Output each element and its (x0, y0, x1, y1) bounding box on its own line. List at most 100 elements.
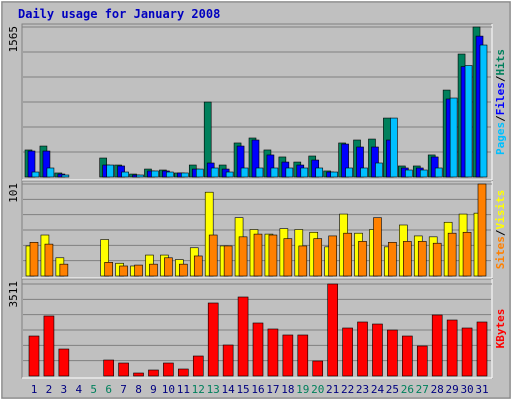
bar (164, 257, 173, 277)
bar (388, 241, 397, 277)
bar (195, 168, 204, 178)
x-tick-label: 27 (416, 383, 429, 396)
bar (356, 146, 364, 178)
bar (225, 171, 234, 178)
bar (447, 232, 457, 277)
bar (431, 314, 443, 377)
bar (345, 167, 353, 178)
bar (223, 245, 233, 277)
bar (476, 321, 488, 377)
x-tick-label: 2 (46, 383, 53, 396)
bar (178, 368, 189, 377)
bar (29, 241, 39, 277)
x-tick-label: 15 (236, 383, 249, 396)
bar (163, 362, 174, 377)
bar (434, 167, 443, 178)
bar (373, 217, 382, 277)
x-tick-label: 7 (120, 383, 127, 396)
bar (240, 167, 249, 178)
x-tick-label: 13 (207, 383, 220, 396)
legend-separator: / (494, 115, 507, 122)
bar (417, 241, 427, 277)
bar (268, 234, 278, 277)
x-tick-label: 11 (177, 383, 190, 396)
bar (327, 283, 338, 377)
bar (166, 171, 174, 178)
legend-entry: Visits (494, 190, 507, 230)
x-tick-label: 22 (341, 383, 354, 396)
x-tick-label: 25 (386, 383, 399, 396)
bar (192, 355, 204, 377)
bar (462, 231, 472, 277)
bar (312, 360, 324, 377)
bar (28, 335, 40, 377)
legend-entry: Files (494, 82, 507, 115)
bar (313, 238, 323, 277)
x-tick-label: 29 (446, 383, 459, 396)
bar (61, 174, 70, 178)
bar (477, 183, 487, 277)
legend: KBytes (494, 309, 507, 349)
bar (360, 167, 368, 178)
bar (133, 372, 144, 377)
bar (253, 233, 263, 277)
bar (119, 265, 128, 277)
bar (342, 327, 353, 377)
bar (270, 167, 279, 178)
legend-separator: / (494, 229, 507, 236)
bar (208, 234, 218, 277)
bar (283, 238, 293, 277)
bar (298, 245, 308, 277)
bar (357, 321, 368, 377)
x-tick-label: 5 (90, 383, 97, 396)
x-tick-label: 31 (475, 383, 488, 396)
x-tick-label: 1 (31, 383, 38, 396)
x-tick-label: 12 (192, 383, 205, 396)
bar (419, 169, 428, 178)
bar (103, 359, 114, 377)
bar (266, 154, 275, 178)
bar (193, 255, 203, 277)
legend-entry: KBytes (494, 309, 507, 349)
y-tick-label: 1565 (7, 26, 20, 53)
bar (432, 242, 442, 277)
bar (343, 232, 352, 277)
bar (148, 369, 159, 377)
x-tick-label: 18 (281, 383, 294, 396)
x-tick-label: 28 (431, 383, 444, 396)
bar (251, 139, 260, 178)
bar (267, 328, 279, 377)
x-tick-label: 4 (75, 383, 82, 396)
legend-entry: Sites (494, 236, 507, 269)
y-tick-label: 101 (7, 183, 20, 203)
bar (179, 263, 188, 277)
x-tick-label: 6 (105, 383, 112, 396)
bar (236, 145, 245, 178)
bar (297, 334, 309, 377)
bar (238, 236, 248, 277)
x-tick-label: 20 (311, 383, 324, 396)
bar (328, 235, 337, 277)
bar (446, 319, 458, 377)
legend-separator: / (494, 75, 507, 82)
legend-entry: Pages (494, 122, 507, 155)
bar (371, 146, 379, 178)
bar (403, 241, 412, 277)
bar (300, 167, 309, 178)
x-tick-label: 10 (162, 383, 175, 396)
bar (416, 345, 428, 377)
bar (358, 241, 367, 277)
bar (375, 162, 383, 178)
bar (118, 362, 129, 377)
bar (59, 263, 69, 277)
x-tick-label: 30 (460, 383, 473, 396)
bar (255, 167, 264, 178)
chart-title: Daily usage for January 2008 (18, 7, 220, 21)
bar (58, 348, 70, 377)
bar (402, 335, 413, 377)
bar (282, 334, 294, 377)
bar (27, 150, 36, 178)
